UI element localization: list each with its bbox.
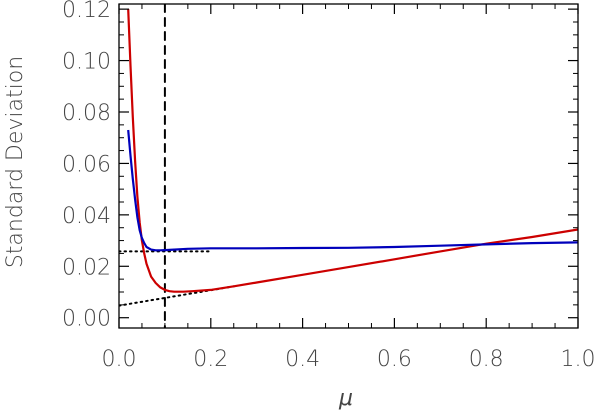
y-tick-label: 0.02 <box>62 255 111 280</box>
tick-labels: 0.0 0.2 0.4 0.6 0.8 1.0 0.00 0.02 0.04 0.06 0.08 0.… <box>62 0 595 372</box>
y-tick-label: 0.04 <box>62 204 111 229</box>
y-tick-label: 0.00 <box>62 307 111 332</box>
x-tick-label: 0.6 <box>377 347 412 372</box>
y-axis-label: Standard Deviation <box>3 56 28 268</box>
x-tick-label: 0.4 <box>285 347 320 372</box>
x-tick-label: 0.8 <box>469 347 504 372</box>
series-line-2 <box>127 129 578 252</box>
y-tick-label: 0.12 <box>62 0 111 23</box>
y-tick-label: 0.06 <box>62 152 111 177</box>
series-line-1 <box>127 9 578 293</box>
plot-frame <box>118 3 579 329</box>
x-axis-label: μ <box>338 386 353 411</box>
y-tick-label: 0.10 <box>62 50 111 75</box>
x-tick-label: 0.0 <box>102 347 137 372</box>
plot-lines <box>119 4 578 328</box>
ticks <box>118 4 579 328</box>
x-tick-label: 1.0 <box>561 347 596 372</box>
axes <box>118 3 579 329</box>
y-tick-label: 0.08 <box>62 101 111 126</box>
x-tick-label: 0.2 <box>193 347 228 372</box>
